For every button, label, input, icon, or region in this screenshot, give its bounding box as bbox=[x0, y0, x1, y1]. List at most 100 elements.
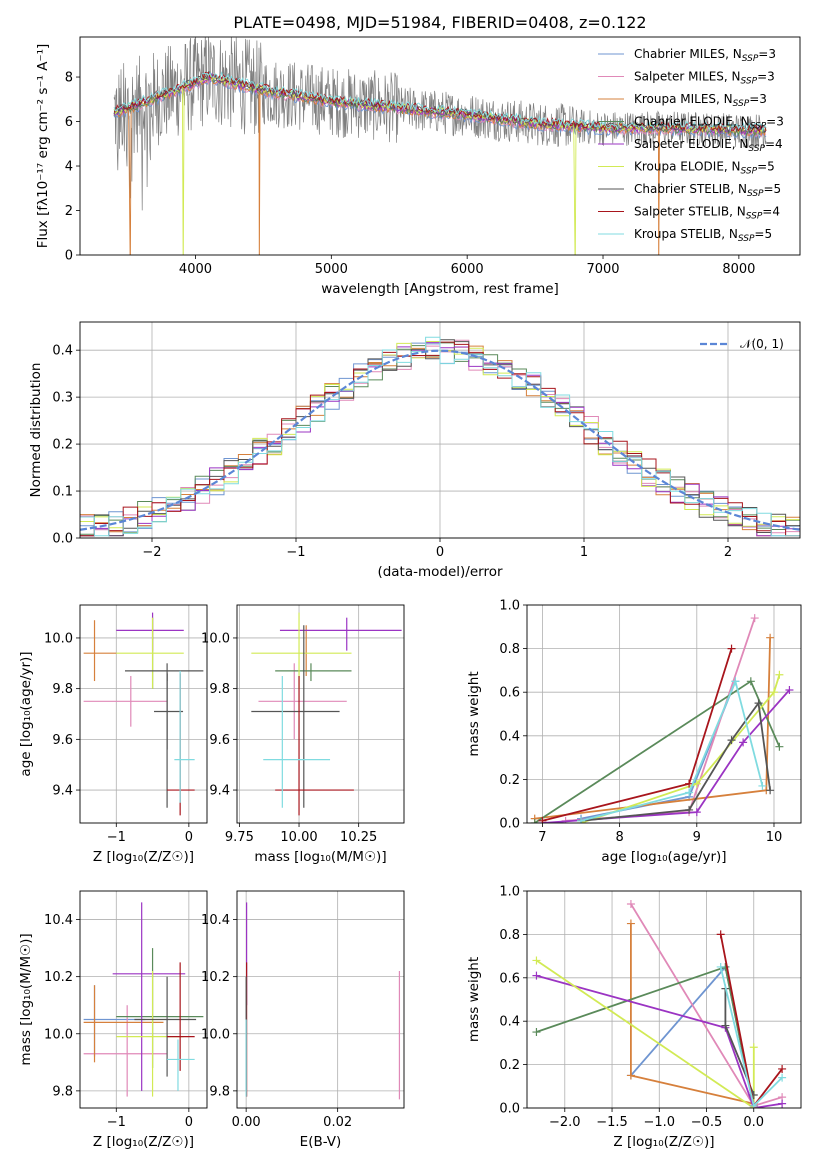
plot-area-age_vs_Z bbox=[83, 612, 204, 816]
plot-area-spectrum bbox=[113, 37, 767, 255]
mass-weight-marker bbox=[532, 971, 541, 980]
y-tick-label: 0.4 bbox=[499, 729, 520, 744]
mass-weight-marker bbox=[626, 919, 635, 928]
x-tick-label: −1 bbox=[107, 1115, 126, 1130]
mass-weight-marker bbox=[731, 677, 740, 686]
errorbar-point bbox=[83, 985, 146, 1057]
y-axis-label: mass [log₁₀(M/M☉)] bbox=[18, 933, 34, 1065]
plot-area-mass_vs_EBV bbox=[245, 902, 401, 1100]
errorbar-point bbox=[83, 620, 117, 682]
mass-weight-marker bbox=[532, 1028, 541, 1037]
y-tick-label: 10.2 bbox=[44, 970, 73, 985]
legend-entry: Kroupa ELODIE, NSSP=5 bbox=[634, 160, 775, 177]
plot-area-age_vs_mass bbox=[251, 612, 402, 816]
errorbar-point bbox=[116, 617, 184, 689]
axes-frame bbox=[236, 890, 405, 1109]
y-tick-label: 1.0 bbox=[499, 885, 520, 900]
x-tick-label: −1 bbox=[286, 545, 305, 560]
y-tick-label: 9.8 bbox=[52, 1084, 73, 1099]
legend-entry: Chabrier ELODIE, NSSP=3 bbox=[634, 115, 784, 132]
legend-entry-normal: 𝒩(0, 1) bbox=[740, 337, 784, 351]
mass-weight-marker bbox=[721, 1021, 730, 1030]
y-tick-label: 9.8 bbox=[52, 682, 73, 697]
mass-weight-marker bbox=[577, 816, 586, 823]
mass-weight-marker bbox=[749, 1043, 758, 1052]
y-tick-label: 10.4 bbox=[44, 913, 73, 928]
x-tick-label: 6000 bbox=[451, 262, 484, 277]
x-axis-label: Z [log₁₀(Z/Z☉)] bbox=[93, 849, 194, 865]
mass-weight-marker bbox=[766, 633, 775, 642]
y-tick-label: 10.0 bbox=[44, 631, 73, 646]
y-tick-label: 0.0 bbox=[499, 817, 520, 832]
errorbar-point bbox=[167, 1039, 195, 1091]
figure-title: PLATE=0498, MJD=51984, FIBERID=0408, z=0… bbox=[233, 13, 646, 32]
errorbar-point bbox=[83, 675, 168, 727]
mass-weight-marker bbox=[626, 1071, 635, 1080]
y-tick-label: 10.4 bbox=[201, 913, 230, 928]
mass-weight-marker bbox=[749, 1101, 758, 1108]
x-tick-label: 0 bbox=[436, 545, 444, 560]
errorbar-point bbox=[83, 985, 164, 1063]
y-tick-label: 0.8 bbox=[499, 928, 520, 943]
panel-mass_vs_EBV: 0.00 0.02 9.8 10.0 10.2 10.4 E(B-V) bbox=[201, 890, 405, 1150]
axes-frame bbox=[79, 36, 801, 256]
errorbar-point bbox=[275, 675, 354, 816]
y-tick-label: 9.6 bbox=[52, 733, 73, 748]
errorbar-point bbox=[124, 663, 204, 682]
y-tick-label: 0.6 bbox=[499, 686, 520, 701]
errorbar-point bbox=[167, 673, 195, 816]
y-tick-label: 9.6 bbox=[209, 733, 230, 748]
mass-weight-marker bbox=[754, 699, 763, 708]
mass-weight-marker bbox=[626, 900, 635, 909]
mass-weight-marker bbox=[769, 688, 778, 697]
mass-weight-marker bbox=[685, 779, 694, 788]
x-tick-label: 10.25 bbox=[340, 830, 377, 845]
x-axis-label: Z [log₁₀(Z/Z☉)] bbox=[93, 1134, 194, 1150]
x-tick-label: −0.5 bbox=[691, 1115, 723, 1130]
mass-weight-line bbox=[535, 959, 755, 1108]
residual-histogram bbox=[80, 336, 800, 537]
mass-weight-marker bbox=[775, 670, 784, 679]
legend-entry: Chabrier MILES, NSSP=3 bbox=[634, 47, 776, 64]
x-tick-label: 8 bbox=[615, 830, 623, 845]
mass-weight-marker bbox=[746, 677, 755, 686]
axes-frame bbox=[79, 604, 208, 824]
mass-weight-marker bbox=[758, 781, 767, 790]
x-tick-label: 2 bbox=[724, 545, 732, 560]
plot-area-mass_vs_Z bbox=[83, 902, 204, 1097]
y-tick-label: 1.0 bbox=[499, 599, 520, 614]
y-tick-label: 0.3 bbox=[52, 391, 73, 406]
legend-entry: Salpeter ELODIE, NSSP=4 bbox=[634, 137, 783, 154]
mass-weight-line bbox=[542, 648, 733, 822]
x-tick-label: −1 bbox=[107, 830, 126, 845]
errorbar-point bbox=[116, 612, 184, 651]
axes-frame bbox=[526, 890, 802, 1109]
mass-weight-line bbox=[719, 934, 783, 1108]
plot-area-mass_weight_vs_Z bbox=[532, 900, 787, 1108]
y-tick-label: 9.8 bbox=[209, 1084, 230, 1099]
axes-frame bbox=[236, 604, 405, 824]
panel-age_vs_Z: −1 0 9.4 9.6 9.8 10.0 Z [log₁₀(Z/Z☉)] age [log₁… bbox=[18, 604, 208, 865]
panel-mass_weight_vs_age: 7 8 9 10 0.0 0.2 0.4 0.6 0.8 1.0 age [log₁₀(age/yr… bbox=[466, 599, 802, 865]
x-tick-label: 0 bbox=[185, 1115, 193, 1130]
x-tick-label: 9.75 bbox=[225, 830, 254, 845]
errorbar-point bbox=[258, 663, 347, 740]
errorbar-point bbox=[83, 1005, 168, 1097]
legend-entry: Salpeter MILES, NSSP=3 bbox=[634, 70, 775, 87]
y-tick-label: 9.4 bbox=[209, 784, 230, 799]
y-tick-label: 10.0 bbox=[44, 1027, 73, 1042]
errorbar-point bbox=[112, 902, 186, 1091]
errorbar-point bbox=[275, 663, 352, 682]
x-tick-label: 10.00 bbox=[280, 830, 317, 845]
y-tick-label: 9.8 bbox=[209, 682, 230, 697]
spectrum-legend: Chabrier MILES, NSSP=3 Salpeter MILES, NS… bbox=[598, 47, 784, 244]
mass-weight-marker bbox=[530, 819, 539, 823]
model-spectrum-line bbox=[113, 75, 767, 255]
errorbar-point bbox=[279, 617, 402, 651]
errorbar-point bbox=[154, 673, 184, 808]
panel-mass_weight_vs_Z: −2.0 −1.5 −1.0 −0.5 0.0 0.0 0.2 0.4 0.6 0.8 1.0 Z [… bbox=[466, 885, 802, 1150]
x-tick-label: −2.0 bbox=[549, 1115, 581, 1130]
mass-weight-line bbox=[580, 678, 764, 822]
mass-weight-marker bbox=[750, 614, 759, 623]
errorbar-point bbox=[167, 962, 195, 1071]
